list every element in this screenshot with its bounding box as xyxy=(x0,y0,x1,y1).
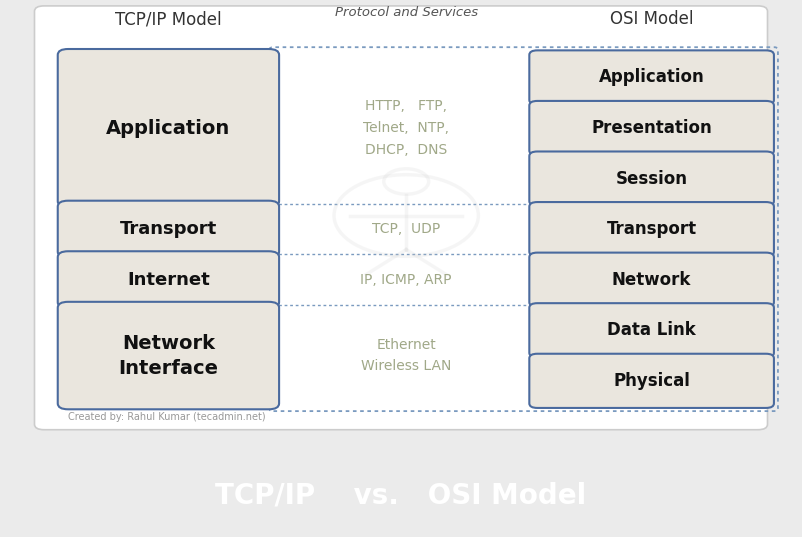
Text: Data Link: Data Link xyxy=(607,321,696,339)
Text: Application: Application xyxy=(107,119,230,137)
Text: HTTP,   FTP,
Telnet,  NTP,
DHCP,  DNS: HTTP, FTP, Telnet, NTP, DHCP, DNS xyxy=(363,99,449,157)
Text: Transport: Transport xyxy=(119,220,217,238)
FancyBboxPatch shape xyxy=(58,49,279,207)
FancyBboxPatch shape xyxy=(34,6,768,430)
Text: IP, ICMP, ARP: IP, ICMP, ARP xyxy=(360,273,452,287)
FancyBboxPatch shape xyxy=(529,354,774,408)
FancyBboxPatch shape xyxy=(529,303,774,357)
Text: TCP/IP    vs.   OSI Model: TCP/IP vs. OSI Model xyxy=(216,481,586,510)
Text: Internet: Internet xyxy=(127,271,210,289)
FancyBboxPatch shape xyxy=(58,201,279,258)
Text: Network
Interface: Network Interface xyxy=(119,333,218,378)
Text: Presentation: Presentation xyxy=(591,119,712,137)
Text: OSI Model: OSI Model xyxy=(610,10,694,28)
FancyBboxPatch shape xyxy=(529,101,774,155)
Text: Protocol and Services: Protocol and Services xyxy=(334,6,478,19)
Text: Application: Application xyxy=(599,68,704,86)
FancyBboxPatch shape xyxy=(529,151,774,206)
Text: Session: Session xyxy=(616,170,687,187)
Text: Created by: Rahul Kumar (tecadmin.net): Created by: Rahul Kumar (tecadmin.net) xyxy=(68,411,265,422)
Text: Transport: Transport xyxy=(606,220,697,238)
Text: Network: Network xyxy=(612,271,691,289)
FancyBboxPatch shape xyxy=(58,251,279,308)
Text: TCP/IP Model: TCP/IP Model xyxy=(115,10,221,28)
FancyBboxPatch shape xyxy=(529,202,774,256)
FancyBboxPatch shape xyxy=(529,50,774,105)
FancyBboxPatch shape xyxy=(58,302,279,409)
FancyBboxPatch shape xyxy=(529,252,774,307)
Text: TCP,  UDP: TCP, UDP xyxy=(372,222,440,236)
Text: Ethernet
Wireless LAN: Ethernet Wireless LAN xyxy=(361,338,452,373)
Text: Physical: Physical xyxy=(614,372,690,390)
